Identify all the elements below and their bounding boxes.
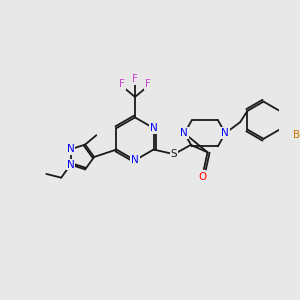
- Text: N: N: [131, 155, 139, 165]
- Text: F: F: [145, 79, 151, 89]
- Text: N: N: [181, 128, 188, 138]
- Text: F: F: [132, 74, 138, 84]
- Text: N: N: [67, 144, 74, 154]
- Text: Br: Br: [292, 130, 300, 140]
- Text: N: N: [67, 160, 74, 170]
- Text: N: N: [150, 123, 158, 133]
- Text: N: N: [221, 128, 229, 138]
- Text: S: S: [171, 149, 177, 159]
- Text: F: F: [119, 79, 125, 89]
- Text: O: O: [199, 172, 207, 182]
